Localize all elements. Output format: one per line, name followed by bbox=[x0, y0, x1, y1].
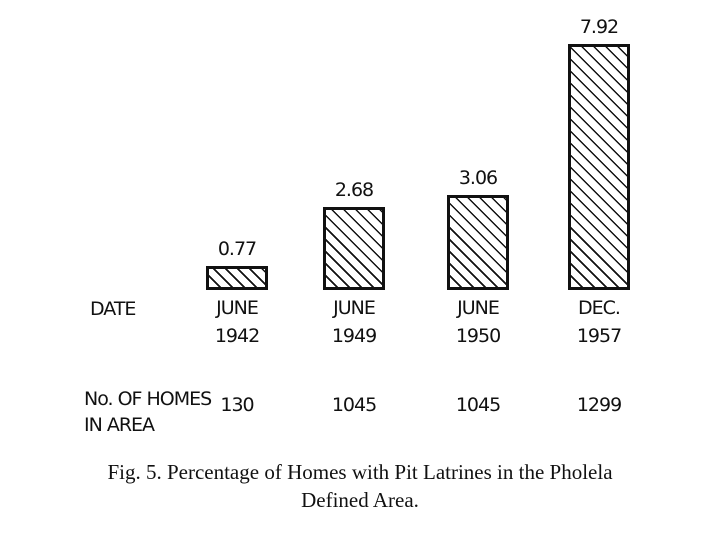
x-tick-label: JUNE 1950 bbox=[455, 297, 501, 347]
homes-label: No. OF HOMES IN AREA bbox=[84, 388, 212, 436]
homes-value: 1045 bbox=[455, 394, 501, 416]
bar bbox=[206, 266, 268, 290]
homes-value: 130 bbox=[220, 394, 254, 416]
value-label: 2.68 bbox=[334, 178, 374, 201]
x-tick-label: JUNE 1942 bbox=[214, 297, 260, 347]
bar bbox=[447, 195, 509, 290]
value-label: 7.92 bbox=[579, 16, 619, 39]
value-label: 3.06 bbox=[458, 167, 498, 190]
chart-title: Fig. 5. Percentage of Homes with Pit Lat… bbox=[107, 460, 613, 512]
x-tick-label: JUNE 1949 bbox=[331, 297, 377, 347]
value-label: 0.77 bbox=[217, 238, 257, 261]
bar bbox=[323, 206, 385, 290]
date-label: DATE bbox=[90, 298, 136, 320]
bar bbox=[568, 44, 630, 290]
x-tick-label: DEC. 1957 bbox=[576, 297, 622, 347]
homes-value: 1045 bbox=[331, 394, 377, 416]
homes-value: 1299 bbox=[576, 394, 622, 416]
